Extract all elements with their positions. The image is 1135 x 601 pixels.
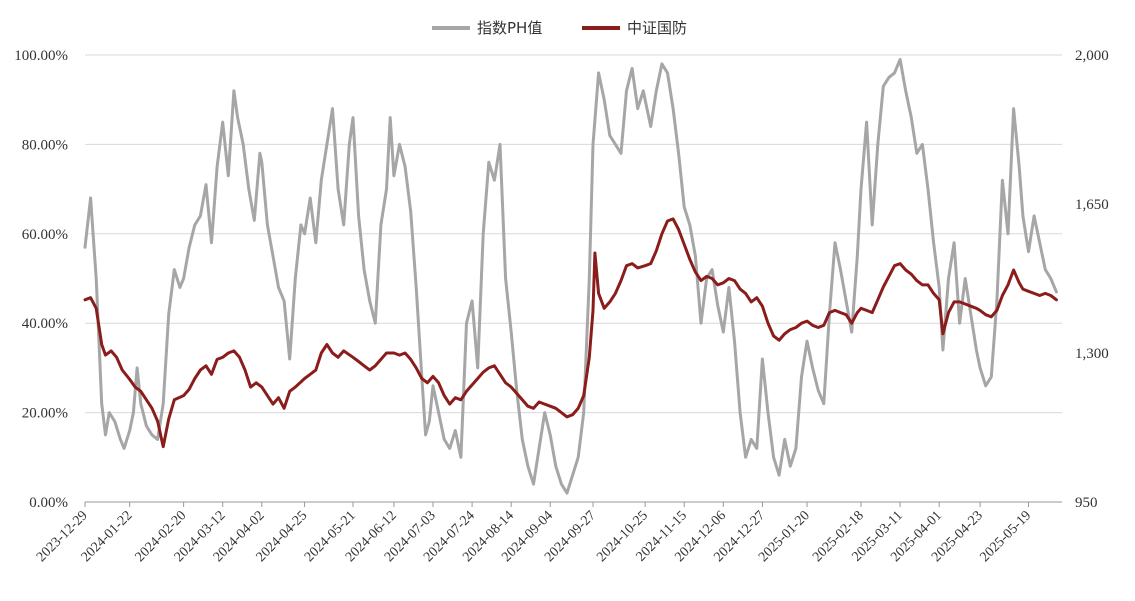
y-left-tick-label: 40.00% (22, 316, 68, 332)
series-line (83, 58, 1058, 495)
y-left-tick-label: 60.00% (22, 227, 68, 243)
series-line (83, 217, 1058, 449)
y-right-tick-label: 1,650 (1075, 197, 1109, 213)
legend-label: 中证国防 (627, 19, 687, 37)
x-tick-label: 2025-05-19 (978, 508, 1035, 565)
axes: 0.00% 20.00% 40.00% 60.00% 80.00% 100.00% 950 1… (14, 48, 1109, 565)
y-left-tick-label: 0.00% (29, 495, 68, 511)
y-left-tick-label: 100.00% (14, 48, 68, 64)
gridlines (85, 54, 1062, 414)
series-layer (83, 58, 1058, 495)
y-right-tick-label: 2,000 (1075, 48, 1109, 64)
y-right-tick-label: 1,300 (1075, 346, 1109, 362)
y-right-tick-label: 950 (1075, 495, 1098, 511)
legend-label: 指数PH值 (477, 19, 542, 37)
y-left-tick-label: 80.00% (22, 137, 68, 153)
legend: 指数PH值 中证国防 (432, 19, 687, 37)
y-left-tick-label: 20.00% (22, 406, 68, 422)
